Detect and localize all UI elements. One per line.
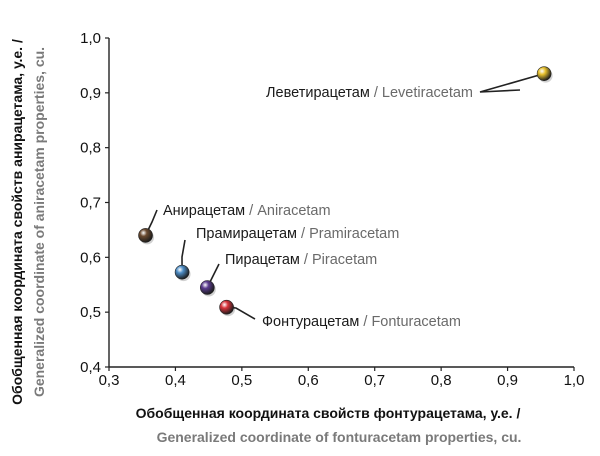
y-tick-label: 0,7 — [80, 195, 101, 212]
point-label-en: / Piracetam — [304, 252, 377, 268]
point-label-ru: Прамирацетам — [196, 226, 301, 242]
y-tick-label: 0,9 — [80, 85, 101, 102]
x-axis-label-ru: Обобщенная координата свойств фонтурацет… — [136, 405, 521, 421]
y-axis-label-en: Generalized coordinate of aniracetam pro… — [31, 47, 47, 397]
x-tick-label: 0,3 — [99, 372, 120, 389]
data-point — [174, 264, 190, 280]
tick-labels: 0,3 0,4 0,5 0,6 0,7 0,8 0,9 1,00,40,50,60,70,80… — [80, 30, 584, 389]
y-axis-label-ru: Обобщенная координата свойств анирацетам… — [9, 39, 25, 405]
point-label-en: / Levetiracetam — [374, 85, 473, 101]
point-label: Анирацетам / Aniracetam — [163, 203, 331, 219]
point-label: Фонтурацетам / Fonturacetam — [262, 314, 461, 330]
point-label-en: / Fonturacetam — [363, 314, 461, 330]
point-label: Прамирацетам / Pramiracetam — [196, 226, 399, 242]
x-tick-label: 0,5 — [231, 372, 252, 389]
point-label-ru: Фонтурацетам — [262, 314, 363, 330]
data-point — [138, 228, 153, 243]
point-label-en: / Aniracetam — [249, 203, 330, 219]
data-point — [219, 299, 234, 315]
y-tick-label: 0,8 — [80, 140, 101, 157]
y-tick-label: 0,5 — [80, 304, 101, 321]
data-points — [138, 66, 553, 317]
point-label-ru: Анирацетам — [163, 203, 249, 219]
x-tick-label: 0,8 — [431, 372, 452, 389]
point-label: Леветирацетам / Levetiracetam — [266, 85, 473, 101]
x-axis-label-en: Generalized coordinate of fonturacetam p… — [157, 429, 522, 445]
point-labels: Леветирацетам / Levetiracetam Анирацетам … — [163, 85, 473, 330]
leader-line — [479, 72, 545, 93]
x-tick-label: 1,0 — [564, 372, 585, 389]
y-tick-label: 1,0 — [80, 30, 101, 47]
x-tick-label: 0,6 — [298, 372, 319, 389]
x-tick-label: 0,7 — [364, 372, 385, 389]
data-point — [200, 280, 215, 295]
y-tick-label: 0,6 — [80, 249, 101, 266]
point-label-ru: Леветирацетам — [266, 85, 374, 101]
data-point — [536, 66, 552, 81]
point-label-en: / Pramiracetam — [301, 226, 399, 242]
x-tick-label: 0,9 — [497, 372, 518, 389]
point-label: Пирацетам / Piracetam — [225, 252, 377, 268]
x-tick-label: 0,4 — [165, 372, 186, 389]
point-label-ru: Пирацетам — [225, 252, 304, 268]
y-tick-label: 0,4 — [80, 359, 101, 376]
